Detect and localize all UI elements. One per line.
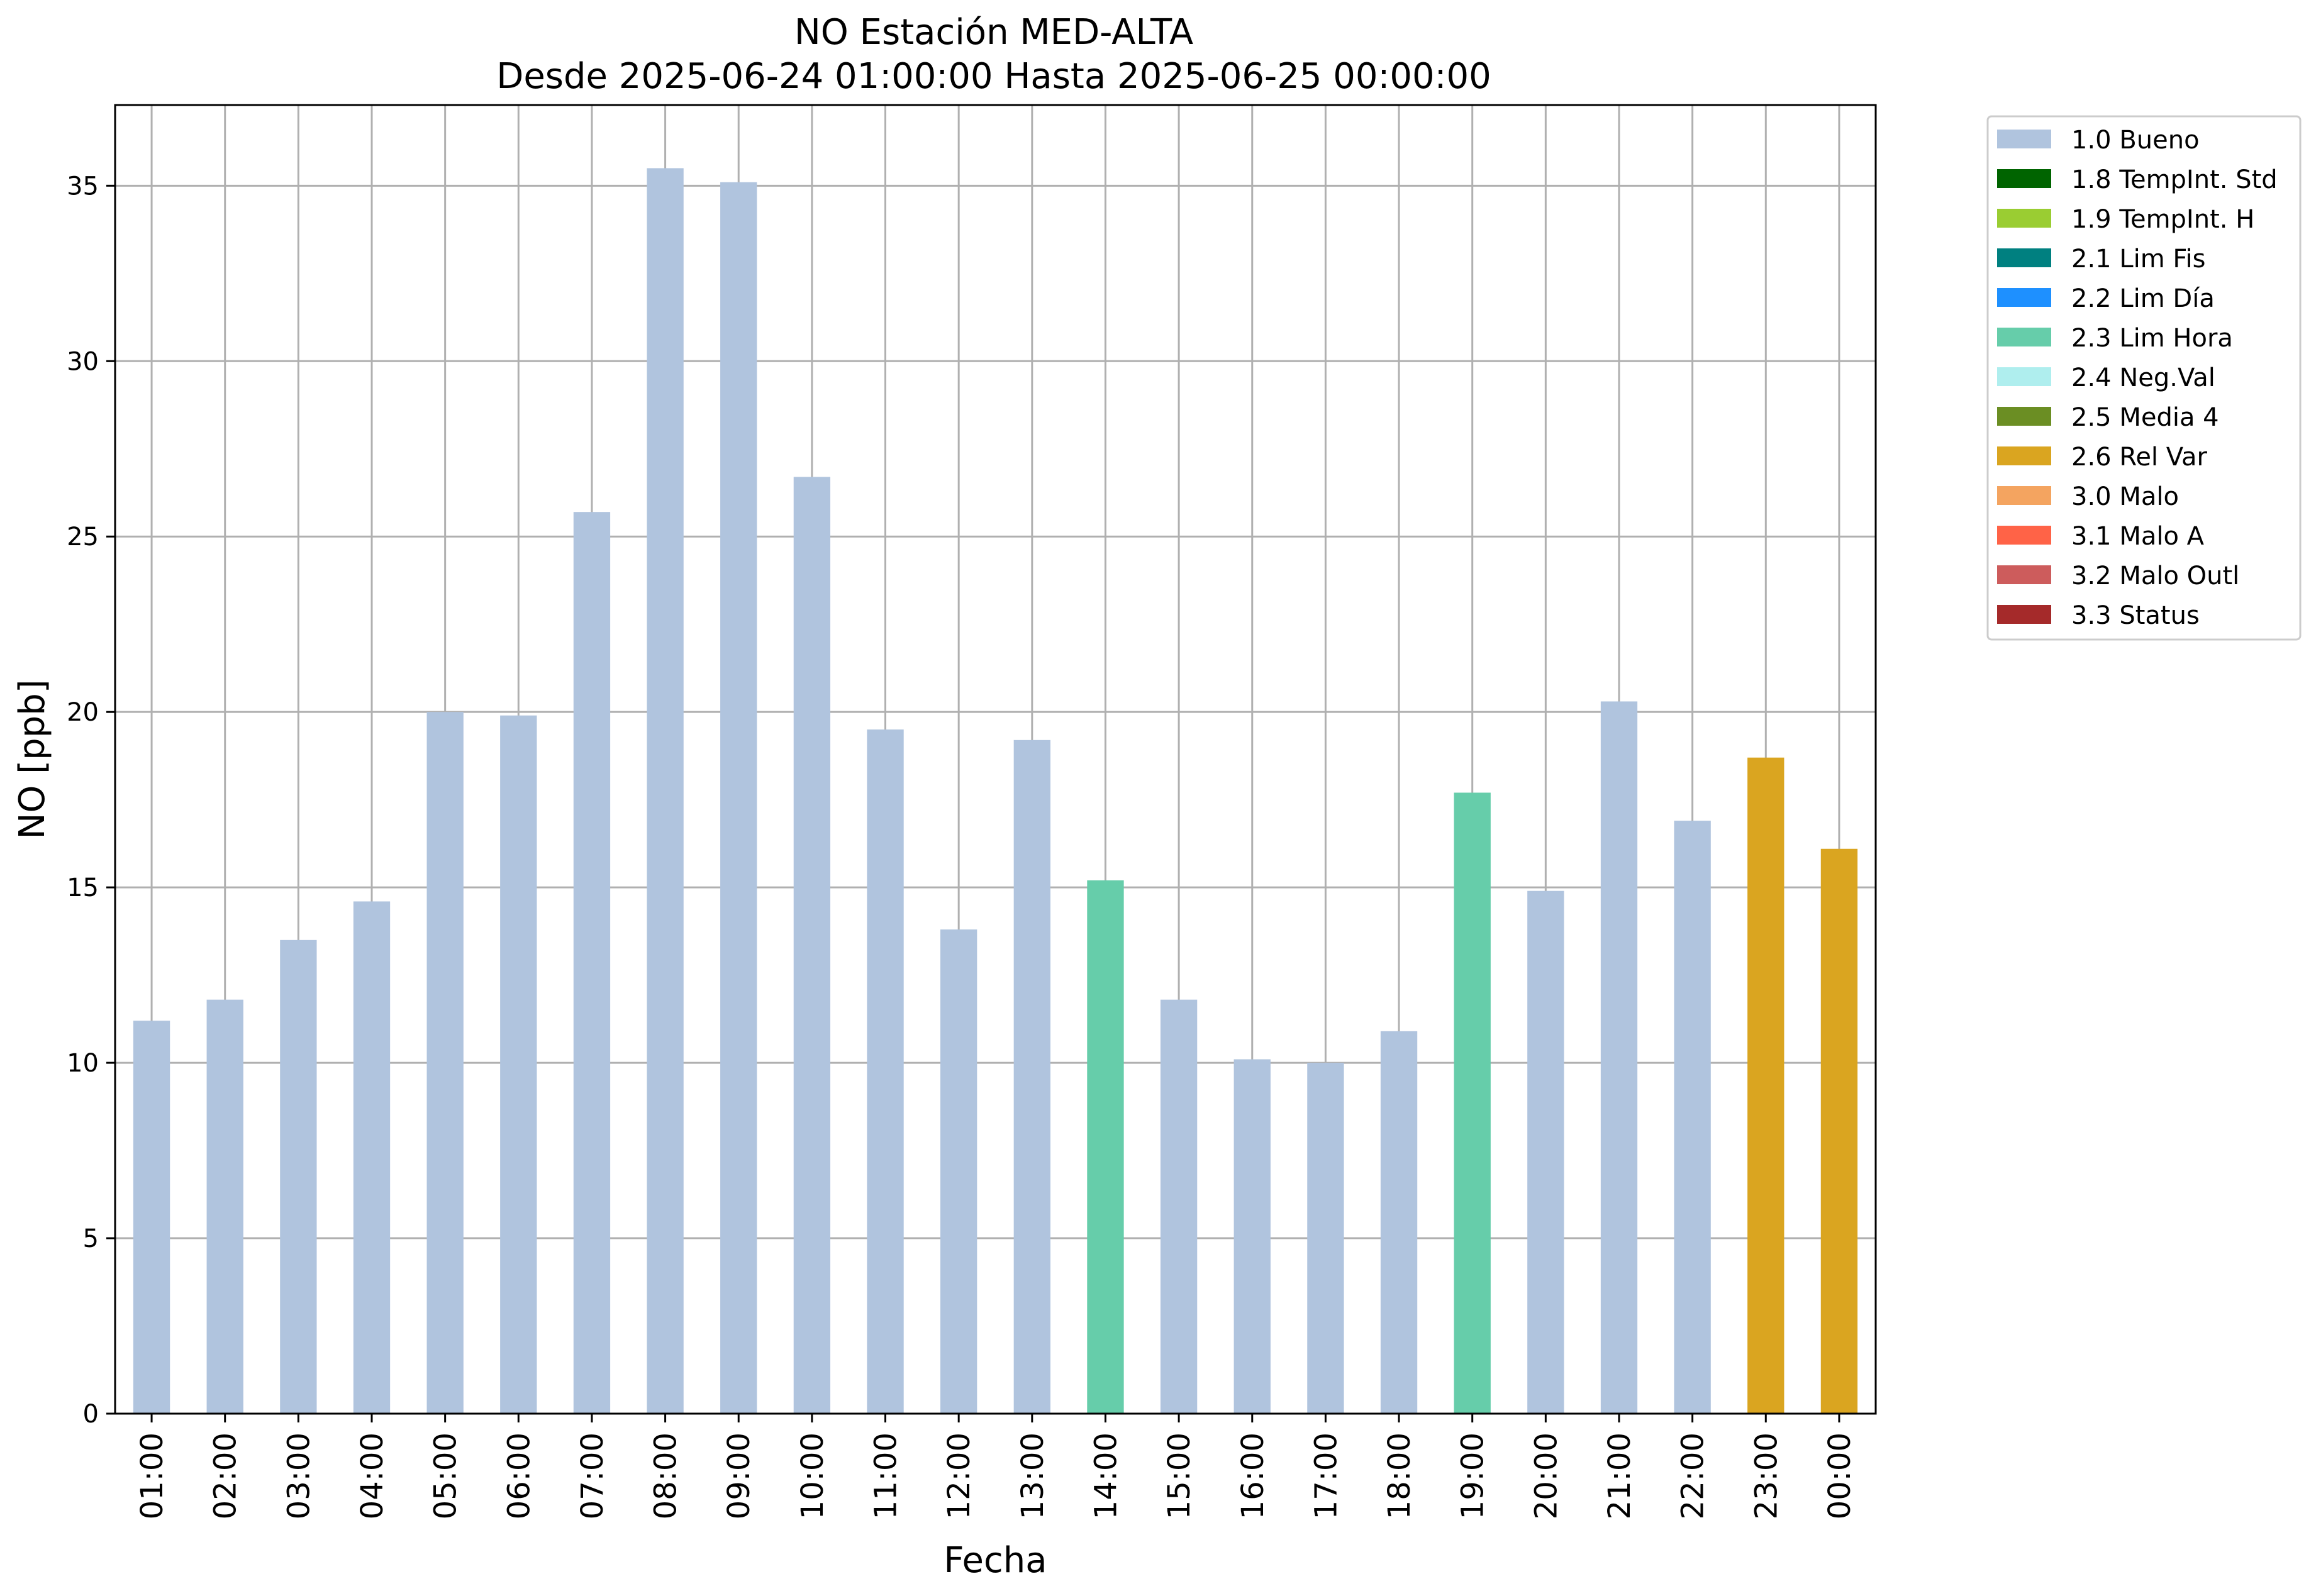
bar (1380, 1031, 1418, 1414)
x-tick-label: 01:00 (135, 1433, 170, 1519)
x-tick-label: 20:00 (1528, 1433, 1564, 1519)
legend-label: 2.4 Neg.Val (2071, 363, 2215, 392)
legend-swatch (1997, 407, 2051, 426)
legend-label: 3.2 Malo Outl (2071, 562, 2239, 590)
x-tick-label: 14:00 (1088, 1433, 1123, 1519)
chart-title: NO Estación MED-ALTA (794, 12, 1193, 53)
bar (1307, 1063, 1344, 1414)
x-tick-label: 13:00 (1015, 1433, 1050, 1519)
bar (793, 477, 831, 1414)
x-tick-label: 03:00 (281, 1433, 316, 1519)
x-tick-label: 17:00 (1308, 1433, 1344, 1519)
legend-swatch (1997, 209, 2051, 228)
legend-swatch (1997, 328, 2051, 346)
legend-label: 2.1 Lim Fis (2071, 245, 2205, 274)
bar (280, 939, 317, 1414)
bar (1160, 999, 1198, 1414)
y-tick-label: 25 (67, 523, 99, 551)
y-tick-label: 30 (67, 347, 99, 376)
legend-box (1986, 115, 2302, 641)
legend-label: 2.3 Lim Hora (2071, 324, 2233, 353)
legend-swatch (1997, 367, 2051, 386)
legend-label: 1.0 Bueno (2071, 126, 2200, 155)
y-axis-label: NO [ppb] (12, 679, 53, 839)
legend-swatch (1997, 486, 2051, 505)
bar (1747, 757, 1784, 1414)
x-tick-label: 09:00 (721, 1433, 757, 1519)
bar (1233, 1059, 1271, 1414)
legend-label: 2.2 Lim Día (2071, 284, 2215, 313)
legend-swatch (1997, 248, 2051, 267)
x-tick-label: 16:00 (1235, 1433, 1271, 1519)
bar (1600, 701, 1638, 1414)
x-tick-label: 10:00 (795, 1433, 830, 1519)
y-tick-label: 5 (83, 1224, 99, 1253)
y-tick-label: 10 (67, 1049, 99, 1078)
bar (1820, 848, 1858, 1414)
bar (1674, 821, 1711, 1414)
plot-frame (114, 104, 1877, 1415)
legend-swatch (1997, 605, 2051, 624)
y-tick-label: 20 (67, 698, 99, 727)
bars (133, 168, 1858, 1414)
x-tick-label: 05:00 (428, 1433, 464, 1519)
legend-label: 3.1 Malo A (2071, 522, 2205, 551)
legend-label: 1.9 TempInt. H (2071, 205, 2254, 234)
x-tick-label: 06:00 (501, 1433, 537, 1519)
bar (1013, 740, 1050, 1414)
bar (1527, 890, 1564, 1414)
legend-swatch (1997, 288, 2051, 307)
x-tick-label: 21:00 (1602, 1433, 1637, 1519)
legend: 1.0 Bueno 1.8 TempInt. Std 1.9 TempInt. H 2… (1986, 115, 2302, 641)
bar (426, 712, 464, 1414)
x-tick-label: 02:00 (208, 1433, 243, 1519)
x-tick-label: 04:00 (355, 1433, 390, 1519)
bar (1087, 880, 1124, 1414)
y-tick-label: 0 (83, 1400, 99, 1429)
x-tick-label: 07:00 (575, 1433, 610, 1519)
x-tick-label: 00:00 (1822, 1433, 1857, 1519)
legend-label: 3.0 Malo (2071, 482, 2179, 511)
legend-swatch (1997, 526, 2051, 545)
bar (500, 715, 537, 1414)
x-tick-label: 18:00 (1382, 1433, 1417, 1519)
x-tick-label: 23:00 (1749, 1433, 1784, 1519)
bar (206, 999, 243, 1414)
bar (1454, 792, 1491, 1414)
bar (940, 929, 977, 1414)
y-axis: 0 5 10 15 20 25 30 35 (67, 172, 115, 1429)
legend-swatch (1997, 130, 2051, 148)
legend-label: 2.5 Media 4 (2071, 403, 2219, 432)
bar (133, 1021, 170, 1414)
bar (647, 168, 684, 1414)
x-tick-label: 22:00 (1676, 1433, 1711, 1519)
y-tick-label: 35 (67, 172, 99, 201)
bar (720, 182, 757, 1414)
x-axis-label: Fecha (944, 1540, 1047, 1581)
bar (353, 901, 391, 1414)
legend-label: 3.3 Status (2071, 601, 2200, 630)
bar (573, 512, 611, 1414)
x-tick-label: 11:00 (869, 1433, 904, 1519)
legend-swatch (1997, 565, 2051, 584)
x-tick-label: 19:00 (1456, 1433, 1491, 1519)
y-tick-label: 15 (67, 873, 99, 902)
x-tick-label: 08:00 (649, 1433, 684, 1519)
legend-label: 1.8 TempInt. Std (2071, 165, 2278, 194)
legend-swatch (1997, 169, 2051, 188)
x-tick-label: 12:00 (942, 1433, 977, 1519)
legend-swatch (1997, 446, 2051, 465)
bar (867, 729, 904, 1414)
x-tick-label: 15:00 (1162, 1433, 1197, 1519)
chart-subtitle: Desde 2025-06-24 01:00:00 Hasta 2025-06-… (496, 56, 1491, 97)
x-axis: 01:00 02:00 03:00 04:00 05:00 06:00 07:00 08:00… (135, 1414, 1857, 1519)
legend-label: 2.6 Rel Var (2071, 443, 2208, 472)
